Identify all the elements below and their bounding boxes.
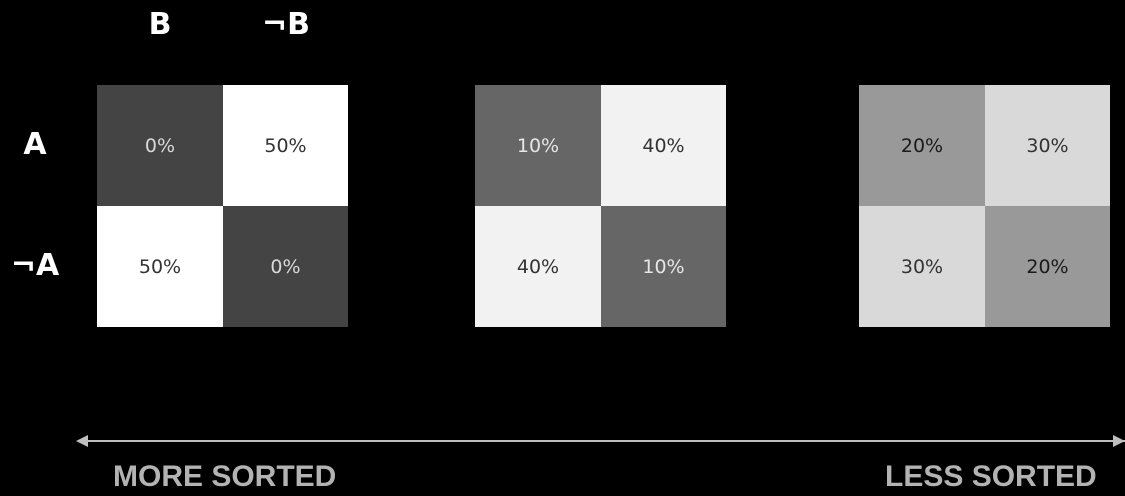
matrix-cell: 10% [475,85,601,206]
matrix-cell: 50% [97,206,223,327]
column-header-not-b: ¬B [261,7,310,42]
arrow-left-icon [76,435,88,447]
axis-label-less-sorted: LESS SORTED [885,460,1097,493]
matrix-cell: 10% [601,206,726,327]
matrix-cell: 40% [475,206,601,327]
matrix-cell: 40% [601,85,726,206]
arrow-right-icon [1113,435,1125,447]
matrix-cell: 20% [985,206,1110,327]
matrix-middle: 10% 40% 40% 10% [475,85,726,327]
matrix-less-sorted: 20% 30% 30% 20% [859,85,1110,327]
matrix-more-sorted: 0% 50% 50% 0% [97,85,348,327]
row-header-not-a: ¬A [10,248,60,283]
matrix-cell: 30% [985,85,1110,206]
column-header-b: B [148,7,172,42]
axis-label-more-sorted: MORE SORTED [113,460,337,493]
row-header-a: A [23,127,47,162]
matrix-cell: 50% [223,85,348,206]
matrix-cell: 0% [223,206,348,327]
matrix-cell: 20% [859,85,985,206]
sorting-axis-line [78,440,1125,442]
matrix-cell: 30% [859,206,985,327]
matrix-cell: 0% [97,85,223,206]
